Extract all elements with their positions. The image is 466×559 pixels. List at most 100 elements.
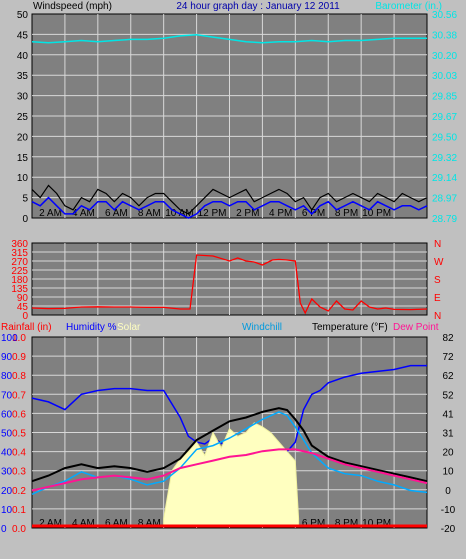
barometer-axis-label: Barometer (in.)	[375, 1, 442, 12]
x-tick-label: 2 AM	[39, 208, 62, 219]
humidity-y-tick-label: 10	[1, 505, 13, 516]
x-tick-label: 2 PM	[236, 208, 259, 219]
wind-y-tick-label: 50	[17, 10, 29, 21]
barometer-y-tick-label: 29.32	[432, 153, 457, 164]
wind-y-tick-label: 35	[17, 71, 29, 82]
dewpoint-line	[31, 448, 428, 492]
temperature-y-tick-label: 31	[442, 429, 454, 440]
humidity-y-tick-label: 0	[1, 524, 7, 535]
temperature-y-tick-label: 72	[442, 352, 454, 363]
temperature-y-tick-label: 41	[442, 409, 454, 420]
rain-y-tick-label: 1.0	[12, 333, 26, 344]
temperature-y-tick-label: -20	[441, 524, 456, 535]
humidity-axis-label: Humidity %	[66, 322, 117, 333]
wind-y-tick-label: 40	[17, 51, 29, 62]
direction-y-tick-label: 360	[11, 239, 28, 250]
rain-y-tick-label: 0.1	[12, 505, 26, 516]
x-tick-label: 8 AM	[138, 208, 161, 219]
barometer-line	[31, 33, 427, 44]
rain-y-tick-label: 0.9	[12, 352, 26, 363]
rain-y-tick-label: 0.8	[12, 371, 26, 382]
wind-direction-line	[31, 254, 428, 315]
windspeed-line	[31, 184, 428, 215]
rain-y-tick-label: 0.7	[12, 390, 26, 401]
temperature-y-tick-label: 20	[442, 448, 454, 459]
x-tick-label: 12 PM	[198, 208, 227, 219]
rain-y-tick-label: 0.4	[12, 448, 26, 459]
temperature-line	[31, 407, 428, 483]
wind-barometer-panel: 2 AM 4 AM 6 AM 8 AM 10 AM 12 PM 2 PM 4 PM 6 PM 8 …	[17, 10, 458, 225]
wind-y-tick-label: 30	[17, 92, 29, 103]
compass-tick-label: W	[434, 257, 444, 268]
compass-tick-label: N	[434, 311, 441, 322]
barometer-y-tick-label: 28.97	[432, 194, 457, 205]
barometer-y-tick-label: 30.03	[432, 71, 457, 82]
compass-tick-label: S	[434, 275, 441, 286]
solar-label: Solar	[117, 322, 141, 333]
x-tick-label: 4 PM	[269, 208, 292, 219]
temperature-y-tick-label: 82	[442, 333, 454, 344]
barometer-y-tick-label: 29.67	[432, 112, 457, 123]
chart-title: 24 hour graph day : January 12 2011	[176, 1, 340, 12]
rain-y-tick-label: 0.5	[12, 429, 26, 440]
temperature-y-tick-label: 62	[442, 371, 454, 382]
temperature-y-tick-label: 0	[445, 486, 451, 497]
rain-y-tick-label: 0.2	[12, 486, 26, 497]
x-tick-label: 6 PM	[302, 208, 325, 219]
direction-y-tick-label: 270	[11, 257, 28, 268]
wind-y-tick-label: 5	[22, 194, 28, 205]
windspeed-axis-label: Windspeed (mph)	[33, 1, 112, 12]
direction-y-tick-label: 45	[17, 302, 29, 313]
direction-y-tick-label: 0	[22, 311, 28, 322]
rain-y-tick-label: 0.0	[12, 524, 26, 535]
temperature-y-tick-label: -10	[441, 505, 456, 516]
wind-y-tick-label: 15	[17, 153, 29, 164]
x-tick-label: 6 AM	[105, 208, 128, 219]
humidity-y-tick-label: 40	[1, 448, 13, 459]
barometer-y-tick-label: 29.50	[432, 132, 457, 143]
barometer-y-tick-label: 28.79	[432, 214, 457, 225]
windavg-line	[31, 196, 428, 219]
humidity-y-tick-label: 20	[1, 486, 13, 497]
wind-y-tick-label: 25	[17, 112, 29, 123]
wind-y-tick-label: 20	[17, 132, 29, 143]
humidity-y-tick-label: 90	[1, 352, 13, 363]
x-tick-label: 10 PM	[362, 208, 391, 219]
humidity-y-tick-label: 30	[1, 467, 13, 478]
direction-y-tick-label: 180	[11, 275, 28, 286]
compass-tick-label: N	[434, 239, 441, 250]
temperature-axis-label: Temperature (°F)	[312, 322, 388, 333]
direction-y-tick-label: 90	[17, 293, 29, 304]
barometer-y-tick-label: 30.20	[432, 51, 457, 62]
temperature-y-tick-label: 10	[442, 467, 454, 478]
rain-y-tick-label: 0.6	[12, 409, 26, 420]
x-tick-label: 8 AM	[138, 518, 161, 529]
x-tick-label: 6 PM	[302, 518, 325, 529]
windchill-label: Windchill	[242, 322, 282, 333]
barometer-y-tick-label: 29.85	[432, 92, 457, 103]
humidity-y-tick-label: 80	[1, 371, 13, 382]
x-tick-label: 8 PM	[335, 518, 358, 529]
humidity-y-tick-label: 50	[1, 429, 13, 440]
wind-y-tick-label: 45	[17, 30, 29, 41]
wind-y-tick-label: 0	[22, 214, 28, 225]
x-tick-label: 6 AM	[105, 518, 128, 529]
barometer-y-tick-label: 30.38	[432, 30, 457, 41]
rainfall-axis-label: Rainfall (in)	[1, 322, 52, 333]
x-tick-label: 2 AM	[39, 518, 62, 529]
direction-y-tick-label: 135	[11, 284, 28, 295]
barometer-y-tick-label: 29.14	[432, 173, 457, 184]
humidity-y-tick-label: 70	[1, 390, 13, 401]
wind-y-tick-label: 10	[17, 173, 29, 184]
temperature-y-tick-label: 52	[442, 390, 454, 401]
x-tick-label: 10 PM	[362, 518, 391, 529]
x-tick-label: 4 AM	[72, 518, 95, 529]
barometer-y-tick-label: 30.56	[432, 10, 457, 21]
rain-y-tick-label: 0.3	[12, 467, 26, 478]
direction-y-tick-label: 225	[11, 266, 28, 277]
x-tick-label: 8 PM	[335, 208, 358, 219]
dew-point-label: Dew Point	[393, 322, 439, 333]
